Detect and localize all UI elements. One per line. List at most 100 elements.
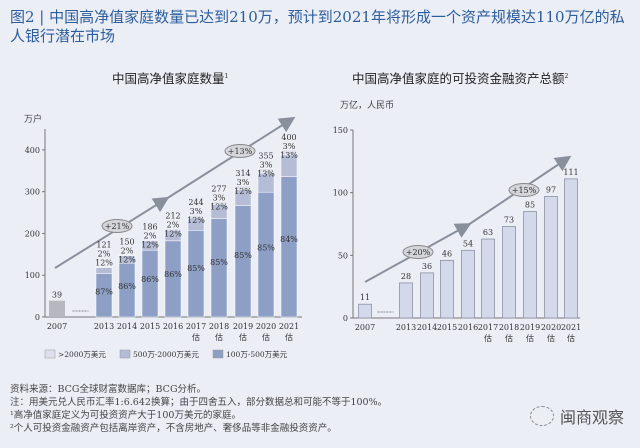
legend-swatch bbox=[212, 349, 224, 359]
x-tick-label-estimate: 估 bbox=[262, 332, 270, 342]
segment-label: 12% bbox=[164, 229, 182, 238]
segment-label: 12% bbox=[210, 202, 228, 211]
bar-total-label: 212 bbox=[165, 211, 180, 220]
bar-total-label: 355 bbox=[258, 152, 273, 161]
bar-total-label: 121 bbox=[96, 240, 111, 249]
segment-label: 85% bbox=[187, 264, 205, 273]
segment-label: 2% bbox=[121, 246, 134, 255]
right-y-unit: 万亿，人民币 bbox=[340, 101, 395, 111]
bar-segment bbox=[257, 191, 275, 318]
legend-label: >2000万美元 bbox=[58, 349, 106, 359]
bar bbox=[523, 211, 537, 319]
growth-badge bbox=[508, 183, 540, 197]
bar-total-label: 186 bbox=[142, 222, 157, 231]
segment-label: 2% bbox=[98, 249, 111, 258]
x-tick-label: 2016 bbox=[163, 322, 183, 331]
bar-segment bbox=[95, 266, 113, 268]
bar-value-label: 28 bbox=[401, 272, 411, 281]
x-tick-label-estimate: 估 bbox=[215, 332, 223, 342]
bar bbox=[461, 249, 475, 319]
x-tick-label: 2007 bbox=[47, 322, 67, 331]
segment-label: 85% bbox=[234, 251, 252, 260]
growth-badge bbox=[101, 219, 133, 233]
growth-label: +21% bbox=[105, 222, 130, 231]
x-tick-label: 2014 bbox=[417, 323, 437, 332]
left-chart-title: 中国高净值家庭数量1 bbox=[112, 71, 229, 86]
footnote-note: 注：用美元兑人民币汇率1:6.642换算；由于四舍五入，部分数据总和可能不等于1… bbox=[10, 397, 388, 408]
right-chart-title: 中国高净值家庭的可投资金融资产总额2 bbox=[352, 71, 569, 86]
y-tick-label: 300 bbox=[25, 188, 40, 197]
bar bbox=[399, 282, 413, 319]
bar-segment bbox=[257, 168, 275, 174]
legend-swatch bbox=[44, 349, 56, 359]
footnote-2: ²个人可投资金融资产包括离岸资产，不含房地产、奢侈品等非金融投资资产。 bbox=[10, 423, 337, 434]
legend-label: 500万-2000万美元 bbox=[133, 349, 199, 359]
y-tick-label: 100 bbox=[333, 189, 348, 198]
bar-segment bbox=[280, 149, 298, 156]
wechat-icon bbox=[530, 406, 554, 426]
x-tick-label: 2020 bbox=[541, 323, 561, 332]
growth-badge bbox=[402, 245, 434, 259]
x-tick-label: 2018 bbox=[209, 322, 229, 331]
x-tick-label: 2019 bbox=[233, 322, 253, 331]
segment-label: 2% bbox=[167, 220, 180, 229]
x-tick-label: 2015 bbox=[437, 323, 457, 332]
x-tick-label: 2018 bbox=[499, 323, 519, 332]
bar-value-label: 11 bbox=[360, 293, 370, 302]
x-tick-label: 2021 bbox=[561, 323, 581, 332]
segment-label: 13% bbox=[257, 170, 275, 179]
y-tick-label: 200 bbox=[25, 229, 40, 238]
segment-label: 12% bbox=[234, 187, 252, 196]
segment-label: 12% bbox=[95, 258, 113, 267]
bar-segment bbox=[118, 254, 136, 256]
segment-label: 3% bbox=[213, 193, 226, 202]
segment-label: 85% bbox=[210, 258, 228, 267]
bar-total-label: 314 bbox=[235, 169, 250, 178]
footnote-source: 资料来源：BCG全球财富数据库；BCG分析。 bbox=[10, 384, 207, 395]
x-tick-label-estimate: 估 bbox=[484, 333, 492, 343]
x-tick-label: 2013 bbox=[396, 323, 416, 332]
bar-value-label: 46 bbox=[442, 249, 452, 258]
bar bbox=[564, 178, 578, 319]
bar bbox=[502, 226, 516, 319]
figure-title: 图2 | 中国高净值家庭数量已达到210万，预计到2021年将形成一个资产规模达… bbox=[10, 8, 625, 45]
segment-label: 3% bbox=[283, 142, 296, 151]
x-tick-label-estimate: 估 bbox=[547, 333, 555, 343]
segment-label: 2% bbox=[144, 231, 157, 240]
bar-segment bbox=[164, 228, 182, 231]
footnote-1: ¹高净值家庭定义为可投资资产大于100万美元的家庭。 bbox=[10, 410, 241, 421]
x-tick-label: 2014 bbox=[117, 322, 137, 331]
bar-segment bbox=[234, 205, 252, 318]
bar-segment bbox=[141, 239, 159, 242]
y-tick-label: 0 bbox=[35, 313, 40, 322]
legend-label: 100万-500万美元 bbox=[226, 349, 288, 359]
y-tick-label: 50 bbox=[338, 251, 348, 260]
segment-label: 84% bbox=[280, 235, 298, 244]
segment-label: 12% bbox=[141, 240, 159, 249]
y-tick-label: 400 bbox=[25, 146, 40, 155]
bar-segment bbox=[210, 218, 228, 318]
segment-label: 3% bbox=[190, 207, 203, 216]
segment-label: 12% bbox=[118, 255, 136, 264]
x-tick-label: 2019 bbox=[520, 323, 540, 332]
bar bbox=[440, 259, 454, 319]
bar-value-label: 73 bbox=[504, 216, 514, 225]
x-tick-label: 2013 bbox=[94, 322, 114, 331]
bar-segment bbox=[95, 267, 113, 274]
bar-total-label: 150 bbox=[119, 237, 134, 246]
segment-label: 3% bbox=[260, 161, 273, 170]
growth-label: +13% bbox=[228, 147, 253, 156]
bar-segment bbox=[234, 185, 252, 191]
bar-total-label: 39 bbox=[52, 291, 62, 300]
bar bbox=[481, 238, 495, 319]
segment-label: 13% bbox=[280, 151, 298, 160]
bar-value-label: 111 bbox=[563, 168, 578, 177]
growth-label: +20% bbox=[406, 248, 431, 257]
bar bbox=[544, 196, 558, 319]
x-tick-label: 2017 bbox=[186, 322, 206, 331]
x-tick-label: 2015 bbox=[140, 322, 160, 331]
bar-segment bbox=[187, 230, 205, 318]
legend-swatch bbox=[119, 349, 131, 359]
growth-label: +15% bbox=[512, 186, 537, 195]
bar-value-label: 63 bbox=[483, 228, 493, 237]
